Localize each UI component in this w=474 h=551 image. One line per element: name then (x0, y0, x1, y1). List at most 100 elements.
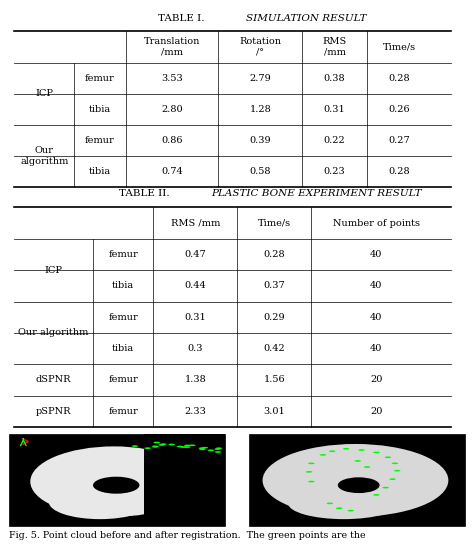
Text: 0.22: 0.22 (324, 136, 346, 145)
Text: 0.28: 0.28 (264, 250, 285, 259)
Text: 0.39: 0.39 (249, 136, 271, 145)
Text: femur: femur (85, 136, 115, 145)
Circle shape (355, 460, 361, 462)
Circle shape (389, 478, 396, 480)
Text: 1.38: 1.38 (184, 375, 206, 385)
Circle shape (336, 507, 342, 509)
Circle shape (385, 456, 391, 458)
Ellipse shape (288, 488, 400, 519)
Bar (248, 434, 465, 526)
Circle shape (214, 449, 221, 450)
Circle shape (364, 466, 370, 468)
Text: tibia: tibia (89, 105, 111, 114)
Text: 20: 20 (370, 375, 383, 385)
Circle shape (373, 494, 380, 496)
Text: Translation
/mm: Translation /mm (144, 37, 200, 57)
Text: Time/s: Time/s (383, 42, 416, 51)
Text: RMS
/mm: RMS /mm (322, 37, 346, 57)
Text: 0.26: 0.26 (389, 105, 410, 114)
Circle shape (306, 471, 312, 473)
Text: 40: 40 (370, 282, 383, 290)
Circle shape (181, 446, 187, 448)
Text: femur: femur (109, 407, 138, 416)
Circle shape (394, 470, 401, 472)
Text: femur: femur (109, 375, 138, 385)
Ellipse shape (30, 446, 198, 517)
Text: 40: 40 (370, 250, 383, 259)
Bar (9, 434, 226, 526)
Text: Our
algorithm: Our algorithm (20, 146, 68, 165)
Circle shape (329, 450, 336, 452)
Text: 0.28: 0.28 (389, 167, 410, 176)
Text: 1.56: 1.56 (264, 375, 285, 385)
Text: 0.86: 0.86 (161, 136, 182, 145)
Text: 3.01: 3.01 (263, 407, 285, 416)
Text: PLASTIC BONE EXPERIMENT RESULT: PLASTIC BONE EXPERIMENT RESULT (211, 189, 421, 198)
Text: 40: 40 (370, 344, 383, 353)
Text: 0.3: 0.3 (187, 344, 203, 353)
Text: Our algorithm: Our algorithm (18, 328, 89, 337)
Ellipse shape (93, 477, 139, 494)
Circle shape (358, 449, 365, 451)
Text: Rotation
/°: Rotation /° (239, 37, 281, 57)
Text: femur: femur (109, 250, 138, 259)
Text: 0.44: 0.44 (184, 282, 206, 290)
Text: 0.37: 0.37 (263, 282, 285, 290)
Circle shape (327, 503, 333, 504)
Circle shape (215, 451, 221, 453)
Text: 0.31: 0.31 (184, 313, 206, 322)
Circle shape (319, 454, 326, 456)
Circle shape (154, 442, 160, 444)
Circle shape (343, 448, 349, 450)
Circle shape (199, 447, 205, 449)
Text: 3.53: 3.53 (161, 74, 183, 83)
Text: 0.31: 0.31 (324, 105, 346, 114)
Text: ICP: ICP (35, 89, 53, 98)
Text: 0.74: 0.74 (161, 167, 183, 176)
Text: 0.58: 0.58 (249, 167, 271, 176)
Circle shape (308, 462, 315, 464)
Text: 2.33: 2.33 (184, 407, 206, 416)
Text: 2.79: 2.79 (249, 74, 271, 83)
Circle shape (144, 447, 151, 449)
Circle shape (199, 449, 206, 450)
Text: ICP: ICP (45, 266, 63, 274)
Circle shape (189, 445, 196, 446)
Circle shape (158, 444, 165, 446)
Text: 1.28: 1.28 (249, 105, 271, 114)
Circle shape (308, 480, 315, 483)
Circle shape (177, 446, 183, 447)
Circle shape (392, 462, 398, 464)
Text: dSPNR: dSPNR (36, 375, 71, 385)
Text: 20: 20 (370, 407, 383, 416)
Text: 40: 40 (370, 313, 383, 322)
Text: RMS /mm: RMS /mm (171, 219, 220, 228)
Text: TABLE II.: TABLE II. (119, 189, 169, 198)
Ellipse shape (49, 485, 151, 519)
Text: TABLE I.: TABLE I. (158, 14, 204, 23)
Text: tibia: tibia (112, 344, 134, 353)
Circle shape (168, 444, 175, 445)
Ellipse shape (263, 444, 448, 517)
Text: Time/s: Time/s (257, 219, 291, 228)
Text: SIMULATION RESULT: SIMULATION RESULT (246, 14, 367, 23)
Circle shape (208, 450, 214, 451)
Text: femur: femur (85, 74, 115, 83)
Text: tibia: tibia (112, 282, 134, 290)
Text: Number of points: Number of points (333, 219, 420, 228)
Text: Fig. 5. Point cloud before and after registration.  The green points are the: Fig. 5. Point cloud before and after reg… (9, 531, 366, 541)
Circle shape (132, 445, 138, 447)
Circle shape (184, 445, 191, 446)
Circle shape (152, 446, 159, 448)
Text: pSPNR: pSPNR (36, 407, 71, 416)
Text: 0.38: 0.38 (324, 74, 346, 83)
Text: tibia: tibia (89, 167, 111, 176)
Text: 0.28: 0.28 (389, 74, 410, 83)
Text: 2.80: 2.80 (161, 105, 183, 114)
Circle shape (160, 443, 166, 445)
Circle shape (201, 447, 208, 449)
Circle shape (347, 510, 354, 511)
Ellipse shape (338, 477, 380, 493)
Text: 0.23: 0.23 (324, 167, 346, 176)
Circle shape (373, 452, 380, 453)
